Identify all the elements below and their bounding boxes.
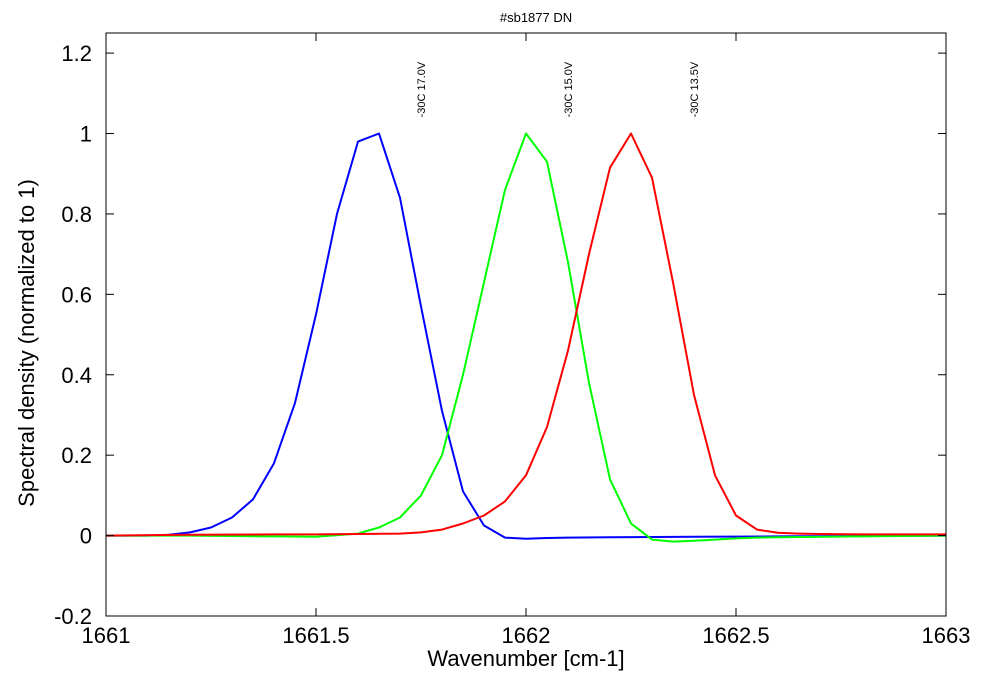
x-axis-label: Wavenumber [cm-1] (427, 646, 624, 671)
x-tick-label: 1663 (922, 623, 971, 648)
y-tick-label: 0.2 (61, 443, 92, 468)
peak-annotation-2: -30C 15.0V (563, 61, 575, 117)
x-tick-label: 1661.5 (282, 623, 349, 648)
series-line-2 (106, 132, 947, 543)
y-tick-label: 0.4 (61, 363, 92, 388)
y-axis-label: Spectral density (normalized to 1) (14, 179, 39, 507)
tick-layer: 1661 1661.5 1662 1662.5 1663 -0.2 0 0.2 0.4 0.6 0.… (54, 33, 970, 648)
y-tick-label: 1.2 (61, 41, 92, 66)
annotation-layer: -30C 17.0V -30C 15.0V -30C 13.5V (416, 61, 701, 117)
peak-annotation-3: -30C 13.5V (689, 61, 701, 117)
x-tick-label: 1662.5 (702, 623, 769, 648)
series-line-3 (105, 132, 946, 537)
x-tick-label: 1661 (82, 623, 131, 648)
x-tick-label: 1662 (502, 623, 551, 648)
series-layer (105, 132, 947, 543)
y-tick-label: 0.6 (61, 282, 92, 307)
series-line-1 (106, 132, 947, 540)
y-tick-label: 1 (80, 122, 92, 147)
y-tick-label: 0.8 (61, 202, 92, 227)
peak-annotation-1: -30C 17.0V (416, 61, 428, 117)
y-tick-label: -0.2 (54, 604, 92, 629)
y-tick-label: 0 (80, 524, 92, 549)
chart-title: #sb1877 DN (500, 10, 572, 25)
